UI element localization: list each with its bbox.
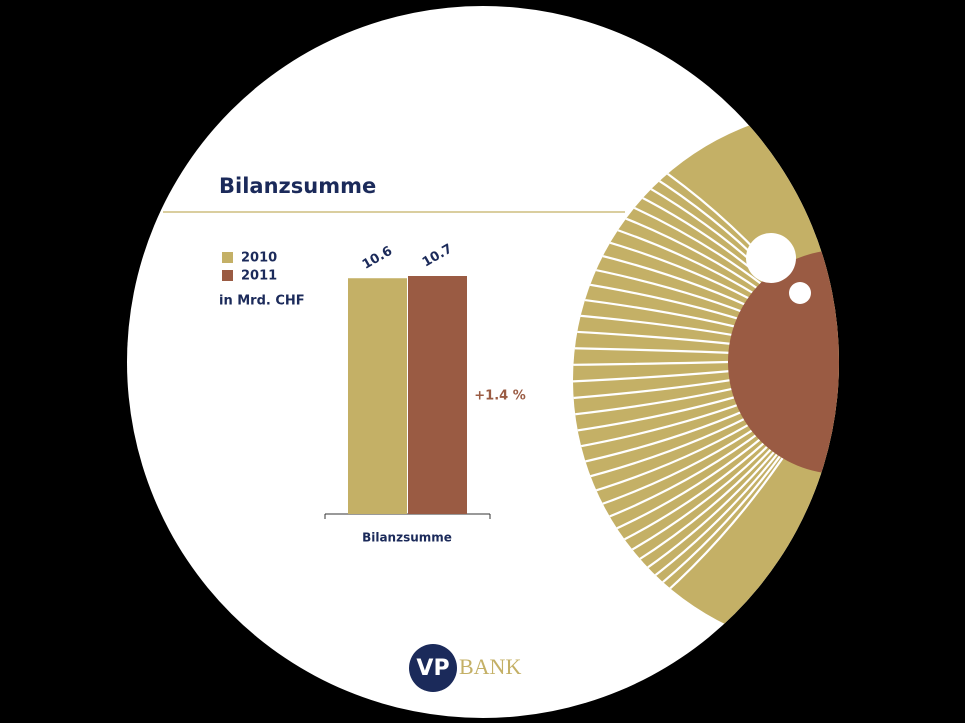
- logo-right: BANK: [459, 654, 521, 679]
- unit-label: in Mrd. CHF: [219, 294, 305, 309]
- change-annotation: +1.4 %: [474, 389, 525, 404]
- pupil: [728, 250, 839, 474]
- bar: [408, 276, 467, 514]
- legend-label: 2011: [241, 269, 277, 284]
- x-tick-label: Bilanzsumme: [362, 531, 452, 545]
- legend-label: 2010: [241, 251, 277, 266]
- logo-badge: [409, 644, 457, 692]
- highlight: [789, 282, 811, 304]
- legend-swatch: [222, 270, 233, 281]
- legend-swatch: [222, 252, 233, 263]
- highlight: [746, 233, 796, 283]
- logo-left: VP: [416, 656, 449, 681]
- bar: [348, 278, 407, 514]
- iris: [573, 108, 839, 652]
- chart-title: Bilanzsumme: [219, 174, 376, 198]
